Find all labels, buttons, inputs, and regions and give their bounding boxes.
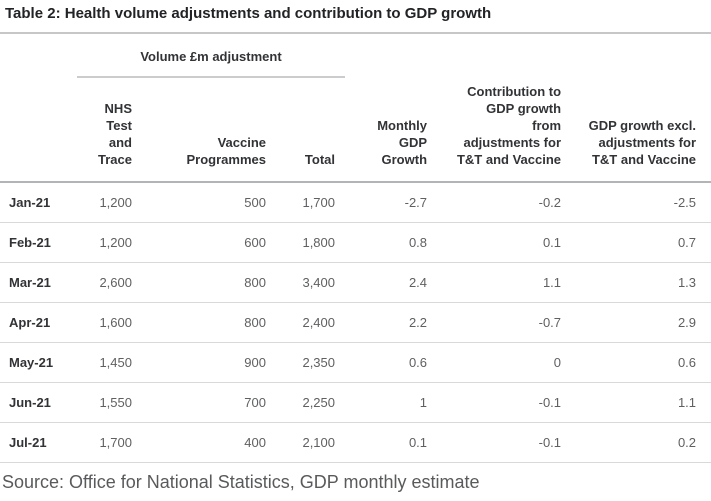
cell-monthly-gdp: -2.7	[345, 182, 438, 223]
table-row: Jan-21 1,200 500 1,700 -2.7 -0.2 -2.5	[0, 182, 711, 223]
group-spacer-cell	[571, 34, 711, 77]
table-row: Feb-21 1,200 600 1,800 0.8 0.1 0.7	[0, 222, 711, 263]
cell-total: 1,700	[276, 182, 346, 223]
cell-total: 3,400	[276, 262, 346, 303]
column-header-nhs-test-and-trace: NHS Test and Trace	[77, 77, 142, 183]
cell-gdp-excl: 0.7	[571, 222, 711, 263]
table-title: Table 2: Health volume adjustments and c…	[5, 5, 492, 22]
cell-monthly-gdp: 0.8	[345, 222, 438, 263]
cell-nhs-tt: 2,600	[77, 262, 142, 303]
cell-gdp-excl: 0.6	[571, 342, 711, 383]
cell-contribution: -0.1	[437, 382, 572, 423]
cell-vaccine: 800	[142, 262, 276, 303]
cell-monthly-gdp: 0.6	[345, 342, 438, 383]
row-header-month: Feb-21	[0, 222, 77, 263]
table-row: Jun-21 1,550 700 2,250 1 -0.1 1.1	[0, 382, 711, 423]
cell-total: 1,800	[276, 222, 346, 263]
group-spacer-cell	[0, 34, 77, 77]
group-header-row: Volume £m adjustment	[0, 34, 711, 78]
cell-gdp-excl: -2.5	[571, 182, 711, 223]
cell-nhs-tt: 1,600	[77, 302, 142, 343]
row-header-month: Jan-21	[0, 182, 77, 223]
volume-group-header: Volume £m adjustment	[77, 34, 346, 78]
cell-monthly-gdp: 0.1	[345, 422, 438, 463]
cell-monthly-gdp: 1	[345, 382, 438, 423]
column-header-monthly-gdp-growth: Monthly GDP Growth	[345, 77, 438, 183]
cell-total: 2,400	[276, 302, 346, 343]
cell-vaccine: 700	[142, 382, 276, 423]
row-header-month: Jun-21	[0, 382, 77, 423]
cell-monthly-gdp: 2.2	[345, 302, 438, 343]
cell-vaccine: 400	[142, 422, 276, 463]
cell-contribution: 0.1	[437, 222, 572, 263]
cell-gdp-excl: 2.9	[571, 302, 711, 343]
cell-vaccine: 800	[142, 302, 276, 343]
cell-total: 2,250	[276, 382, 346, 423]
source-note: Source: Office for National Statistics, …	[2, 472, 480, 492]
cell-monthly-gdp: 2.4	[345, 262, 438, 303]
cell-contribution: 1.1	[437, 262, 572, 303]
cell-nhs-tt: 1,700	[77, 422, 142, 463]
cell-contribution: -0.1	[437, 422, 572, 463]
group-spacer-cell	[345, 34, 437, 77]
group-spacer-cell	[437, 34, 571, 77]
cell-nhs-tt: 1,200	[77, 222, 142, 263]
row-header-month: Mar-21	[0, 262, 77, 303]
row-header-month: Apr-21	[0, 302, 77, 343]
cell-contribution: -0.2	[437, 182, 572, 223]
cell-nhs-tt: 1,450	[77, 342, 142, 383]
table-row: Mar-21 2,600 800 3,400 2.4 1.1 1.3	[0, 262, 711, 303]
cell-vaccine: 600	[142, 222, 276, 263]
column-header-row: NHS Test and Trace Vaccine Programmes To…	[0, 77, 711, 183]
row-header-month: May-21	[0, 342, 77, 383]
health-adjustments-table: Volume £m adjustment NHS Test and Trace …	[0, 34, 711, 463]
cell-gdp-excl: 0.2	[571, 422, 711, 463]
title-divider	[0, 32, 711, 34]
row-header-month: Jul-21	[0, 422, 77, 463]
column-header-contribution: Contribution to GDP growth from adjustme…	[437, 77, 572, 183]
cell-gdp-excl: 1.1	[571, 382, 711, 423]
cell-nhs-tt: 1,200	[77, 182, 142, 223]
cell-gdp-excl: 1.3	[571, 262, 711, 303]
cell-contribution: 0	[437, 342, 572, 383]
table-row: Jul-21 1,700 400 2,100 0.1 -0.1 0.2	[0, 422, 711, 463]
column-header-month	[0, 77, 77, 183]
cell-total: 2,100	[276, 422, 346, 463]
column-header-vaccine-programmes: Vaccine Programmes	[142, 77, 276, 183]
cell-nhs-tt: 1,550	[77, 382, 142, 423]
column-header-total: Total	[276, 77, 346, 183]
cell-vaccine: 500	[142, 182, 276, 223]
column-header-gdp-excl: GDP growth excl. adjustments for T&T and…	[571, 77, 711, 183]
table-row: Apr-21 1,600 800 2,400 2.2 -0.7 2.9	[0, 302, 711, 343]
cell-total: 2,350	[276, 342, 346, 383]
cell-contribution: -0.7	[437, 302, 572, 343]
cell-vaccine: 900	[142, 342, 276, 383]
table-row: May-21 1,450 900 2,350 0.6 0 0.6	[0, 342, 711, 383]
